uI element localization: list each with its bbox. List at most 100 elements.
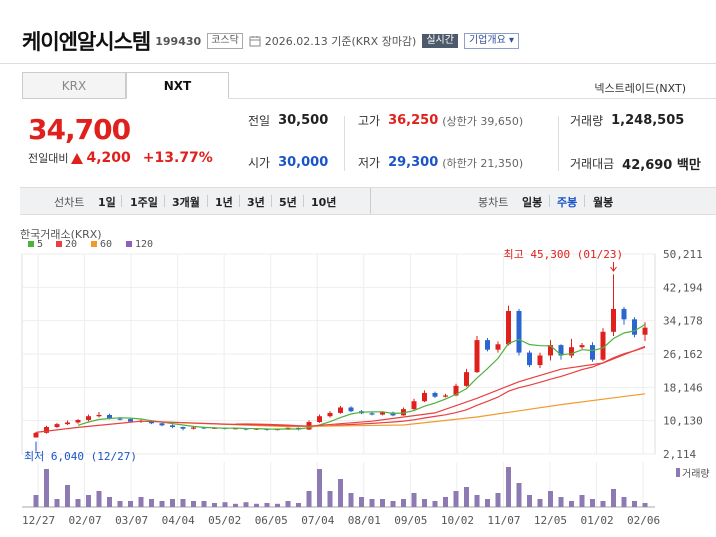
candle-body xyxy=(443,395,448,397)
volume-bar xyxy=(317,469,322,507)
ma-legend-label: 120 xyxy=(135,239,153,250)
company-overview-button[interactable]: 기업개요 ▾ xyxy=(463,33,519,49)
candle-body xyxy=(107,414,112,419)
candle-body xyxy=(464,372,469,386)
volume-bar xyxy=(548,491,553,507)
volume-bar xyxy=(432,501,438,507)
candle-body xyxy=(54,424,60,428)
realtime-button[interactable]: 실시간 xyxy=(422,34,458,48)
volume-bar xyxy=(233,503,238,507)
volume-bar xyxy=(558,497,564,507)
volume-bar xyxy=(296,503,301,507)
volume-bar xyxy=(54,499,60,507)
prev-close: 전일 30,500 xyxy=(248,112,328,129)
period-1y[interactable]: 1년 xyxy=(215,196,233,209)
candle-body xyxy=(485,340,490,350)
x-tick-label: 02/06 xyxy=(627,514,660,527)
volume-bar xyxy=(359,497,364,507)
ma-legend-label: 60 xyxy=(100,239,112,250)
label: 시가 xyxy=(248,156,271,170)
nxt-link[interactable]: 넥스트레이드(NXT) xyxy=(594,82,686,95)
ma-legend-swatch xyxy=(91,241,97,247)
period-bar: 선차트 1일 1주일 3개월 1년 3년 5년 10년 봉차트 일봉 주봉 월봉 xyxy=(20,187,716,215)
volume-bar xyxy=(506,467,511,507)
candle-body xyxy=(338,407,343,413)
volume-bar xyxy=(537,499,543,507)
volume-legend-label: 거래량 xyxy=(682,468,710,480)
period-10y[interactable]: 10년 xyxy=(311,196,337,209)
period-5y[interactable]: 5년 xyxy=(279,196,297,209)
volume-legend-swatch xyxy=(676,468,680,477)
high-annotation: 최고 45,300 (01/23) xyxy=(504,248,624,261)
volume-bar xyxy=(495,493,501,507)
value: 30,500 xyxy=(278,113,329,128)
stock-header: 케이엔알시스템 199430 코스닥 2026.02.13 기준(KRX 장마감… xyxy=(22,28,702,54)
ma-legend-label: 20 xyxy=(65,239,77,250)
volume-bar xyxy=(474,495,480,507)
label: 전일 xyxy=(248,114,271,128)
label: 거래량 xyxy=(570,114,604,128)
volume-bar xyxy=(338,479,343,507)
volume-bar xyxy=(632,501,637,507)
y-tick-label: 42,194 xyxy=(663,281,703,294)
candle-body xyxy=(590,345,595,360)
lower-limit: (하한가 21,350) xyxy=(442,156,524,170)
value: 1,248,505 xyxy=(611,113,685,128)
candle-weekly[interactable]: 주봉 xyxy=(557,196,578,209)
candle-body xyxy=(317,416,322,423)
candle-body xyxy=(44,427,49,433)
candle-body xyxy=(621,308,627,320)
candle-body xyxy=(611,308,616,332)
x-tick-label: 05/02 xyxy=(208,514,241,527)
x-tick-label: 12/05 xyxy=(534,514,567,527)
period-1w[interactable]: 1주일 xyxy=(130,196,158,209)
change-label: 전일대비 xyxy=(28,152,69,165)
candle-body xyxy=(96,414,102,417)
price-change: 전일대비 4,200 +13.77% xyxy=(28,150,213,166)
y-tick-label: 18,146 xyxy=(663,381,703,394)
volume-bar xyxy=(380,499,385,507)
candle-body xyxy=(86,416,91,420)
volume-bar xyxy=(117,501,123,507)
up-triangle-icon xyxy=(71,152,84,164)
volume-bar xyxy=(485,499,490,507)
candle-body xyxy=(117,418,123,420)
current-price: 34,700 xyxy=(28,113,131,146)
divider xyxy=(0,63,716,64)
candle-body xyxy=(474,340,480,373)
y-tick-label: 10,130 xyxy=(663,415,703,428)
volume-bar xyxy=(569,501,574,507)
volume-bar xyxy=(96,491,102,507)
volume: 거래량 1,248,505 xyxy=(570,112,684,129)
tab-nxt[interactable]: NXT xyxy=(126,72,229,99)
low-price: 저가 29,300 (하한가 21,350) xyxy=(358,154,523,171)
ma-legend-swatch xyxy=(28,241,34,247)
volume-bar xyxy=(306,491,312,507)
high-price: 고가 36,250 (상한가 39,650) xyxy=(358,112,523,129)
volume-bar xyxy=(254,503,259,507)
candle-body xyxy=(65,422,70,425)
ma-legend-swatch xyxy=(126,241,132,247)
volume-bar xyxy=(390,501,396,507)
volume-bar xyxy=(212,503,217,507)
tab-krx[interactable]: KRX xyxy=(22,72,126,99)
upper-limit: (상한가 39,650) xyxy=(442,114,524,128)
candle-daily[interactable]: 일봉 xyxy=(522,196,543,209)
candle-monthly[interactable]: 월봉 xyxy=(593,196,614,209)
candle-body xyxy=(327,412,333,417)
y-tick-label: 34,178 xyxy=(663,315,703,328)
volume-bar xyxy=(128,501,133,507)
candle-chart-label: 봉차트 xyxy=(478,196,509,209)
period-1d[interactable]: 1일 xyxy=(98,196,116,209)
volume-bar xyxy=(527,495,532,507)
candle-body xyxy=(33,432,39,438)
volume-bar xyxy=(453,491,459,507)
volume-bar xyxy=(180,499,186,507)
period-3m[interactable]: 3개월 xyxy=(172,196,200,209)
price-chart: 한국거래소(KRX)5 20 60 120 50,211 42,194 34,178 26,1… xyxy=(20,228,710,527)
period-3y[interactable]: 3년 xyxy=(247,196,265,209)
candle-body xyxy=(348,407,354,412)
ma20-line xyxy=(35,345,646,433)
volume-bar xyxy=(170,499,175,507)
candle-body xyxy=(432,392,438,397)
